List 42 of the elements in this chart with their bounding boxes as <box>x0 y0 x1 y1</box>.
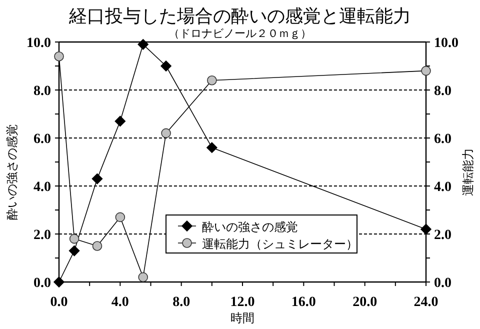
y-tick-label: 10.0 <box>26 36 51 51</box>
y2-tick-label: 2.0 <box>434 228 452 243</box>
chart-subtitle: （ドロナビノール２０ｍｇ） <box>168 27 312 40</box>
x-tick-label: 16.0 <box>291 295 316 310</box>
point <box>138 272 148 282</box>
y-tick-label: 6.0 <box>34 132 51 147</box>
point <box>115 212 126 222</box>
y2-tick-label: 4.0 <box>434 180 452 195</box>
point <box>161 128 171 138</box>
y-tick-label: 8.0 <box>34 84 51 99</box>
x-tick-label: 12.0 <box>230 295 255 310</box>
x-tick-label: 20.0 <box>352 295 378 310</box>
point <box>54 52 64 62</box>
y2-tick-label: 10.0 <box>434 36 458 51</box>
x-tick-label: 24.0 <box>414 295 438 310</box>
x-tick-label: 4.0 <box>111 295 129 310</box>
legend-label: 酔いの強さの感覚 <box>202 220 298 234</box>
legend-label: 運転能力（シュミレーター） <box>202 237 358 251</box>
point <box>421 66 431 76</box>
point <box>68 245 80 256</box>
chart-title: 経口投与した場合の酔いの感覚と運転能力 <box>68 6 411 27</box>
point <box>420 224 432 235</box>
x-tick-label: 0.0 <box>50 295 68 310</box>
point <box>138 39 149 50</box>
point <box>206 142 218 153</box>
x-axis-title: 時間 <box>230 311 254 325</box>
y2-axis-title: 運転能力 <box>461 148 475 196</box>
point <box>69 234 80 244</box>
point <box>92 173 103 184</box>
point <box>207 76 217 86</box>
y-tick-label: 2.0 <box>34 228 51 243</box>
y2-tick-label: 6.0 <box>434 132 452 147</box>
y-tick-label: 0.0 <box>34 276 51 291</box>
point <box>114 116 126 127</box>
point <box>92 241 102 251</box>
y2-tick-label: 0.0 <box>434 276 452 291</box>
point <box>160 60 172 72</box>
y-tick-label: 4.0 <box>34 180 51 195</box>
y-axis-title: 酔いの強さの感覚 <box>5 124 19 220</box>
y2-tick-label: 8.0 <box>434 84 452 99</box>
point <box>54 276 64 288</box>
x-tick-label: 8.0 <box>172 295 190 310</box>
